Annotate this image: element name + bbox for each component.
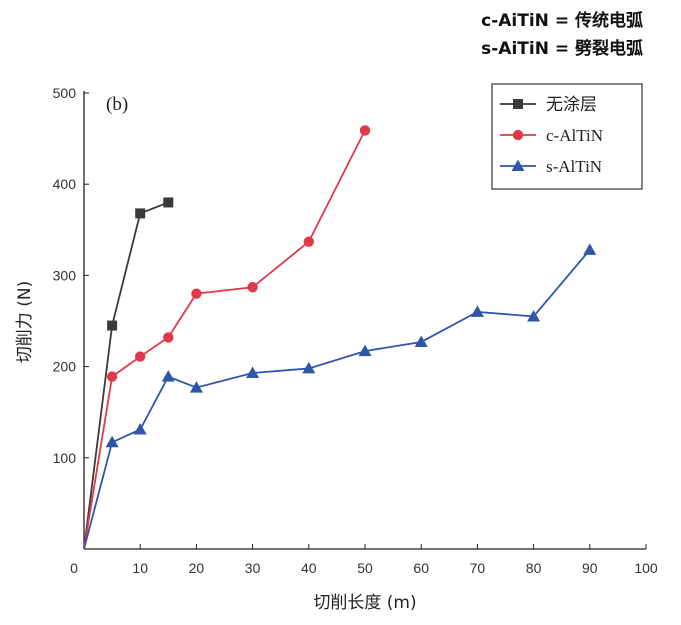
series-2: [83, 125, 371, 550]
x-tick-label: 70: [470, 560, 486, 576]
panel-label: (b): [106, 94, 128, 115]
x-axis-title: 切削长度 (m): [313, 593, 416, 613]
data-point: [527, 309, 541, 322]
data-point: [133, 423, 147, 435]
data-point: [161, 370, 175, 382]
x-tick-label: 60: [413, 560, 429, 576]
data-point: [302, 361, 316, 374]
legend-label: s-AlTiN: [546, 157, 602, 176]
data-point: [191, 288, 202, 299]
x-tick-label: 10: [132, 560, 148, 576]
y-tick-label: 100: [53, 450, 77, 466]
series-3: [83, 243, 597, 550]
x-tick-label: 80: [526, 560, 542, 576]
series-line: [83, 201, 169, 550]
data-point: [107, 320, 118, 331]
legend-marker: [512, 129, 524, 141]
data-point: [135, 208, 146, 219]
legend-marker: [513, 99, 523, 109]
legend-label: c-AlTiN: [546, 126, 603, 145]
series-line: [83, 129, 366, 550]
legend: 无涂层 c-AlTiN s-AlTiN: [491, 83, 643, 190]
x-tick-label: 0: [70, 560, 78, 576]
data-point: [359, 125, 371, 136]
data-point: [246, 366, 260, 378]
y-tick-label: 300: [53, 267, 77, 283]
legend-marker: [511, 159, 525, 171]
axes: 0 10 20 30 40 50 60 70 80 90 100 100 200 300 400 500: [53, 85, 658, 576]
y-tick-label: 400: [53, 176, 77, 192]
data-point: [303, 236, 314, 247]
series-layer: [83, 125, 597, 550]
x-tick-label: 100: [634, 560, 658, 576]
x-tick-label: 30: [245, 560, 261, 576]
data-point: [105, 435, 119, 448]
annotation-s-altin: s-AiTiN = 劈裂电弧: [481, 39, 643, 59]
x-tick-label: 90: [582, 560, 598, 576]
data-point: [189, 381, 203, 393]
legend-label: 无涂层: [546, 95, 597, 114]
data-point: [358, 344, 372, 357]
data-point: [135, 351, 146, 362]
data-point: [163, 332, 174, 343]
y-tick-label: 200: [53, 359, 77, 375]
x-tick-label: 50: [357, 560, 373, 576]
series-line: [83, 249, 591, 550]
data-point: [163, 197, 174, 208]
x-tick-label: 40: [301, 560, 317, 576]
annotation-c-altin: c-AiTiN = 传统电弧: [481, 11, 643, 31]
x-tick-label: 20: [189, 560, 205, 576]
data-point: [106, 371, 118, 382]
y-tick-label: 500: [53, 85, 77, 101]
series-1: [83, 197, 174, 550]
data-point: [414, 335, 428, 347]
data-point: [583, 243, 597, 255]
y-axis-title: 切削力 (N): [15, 281, 35, 363]
data-point: [470, 305, 484, 317]
data-point: [247, 282, 258, 293]
